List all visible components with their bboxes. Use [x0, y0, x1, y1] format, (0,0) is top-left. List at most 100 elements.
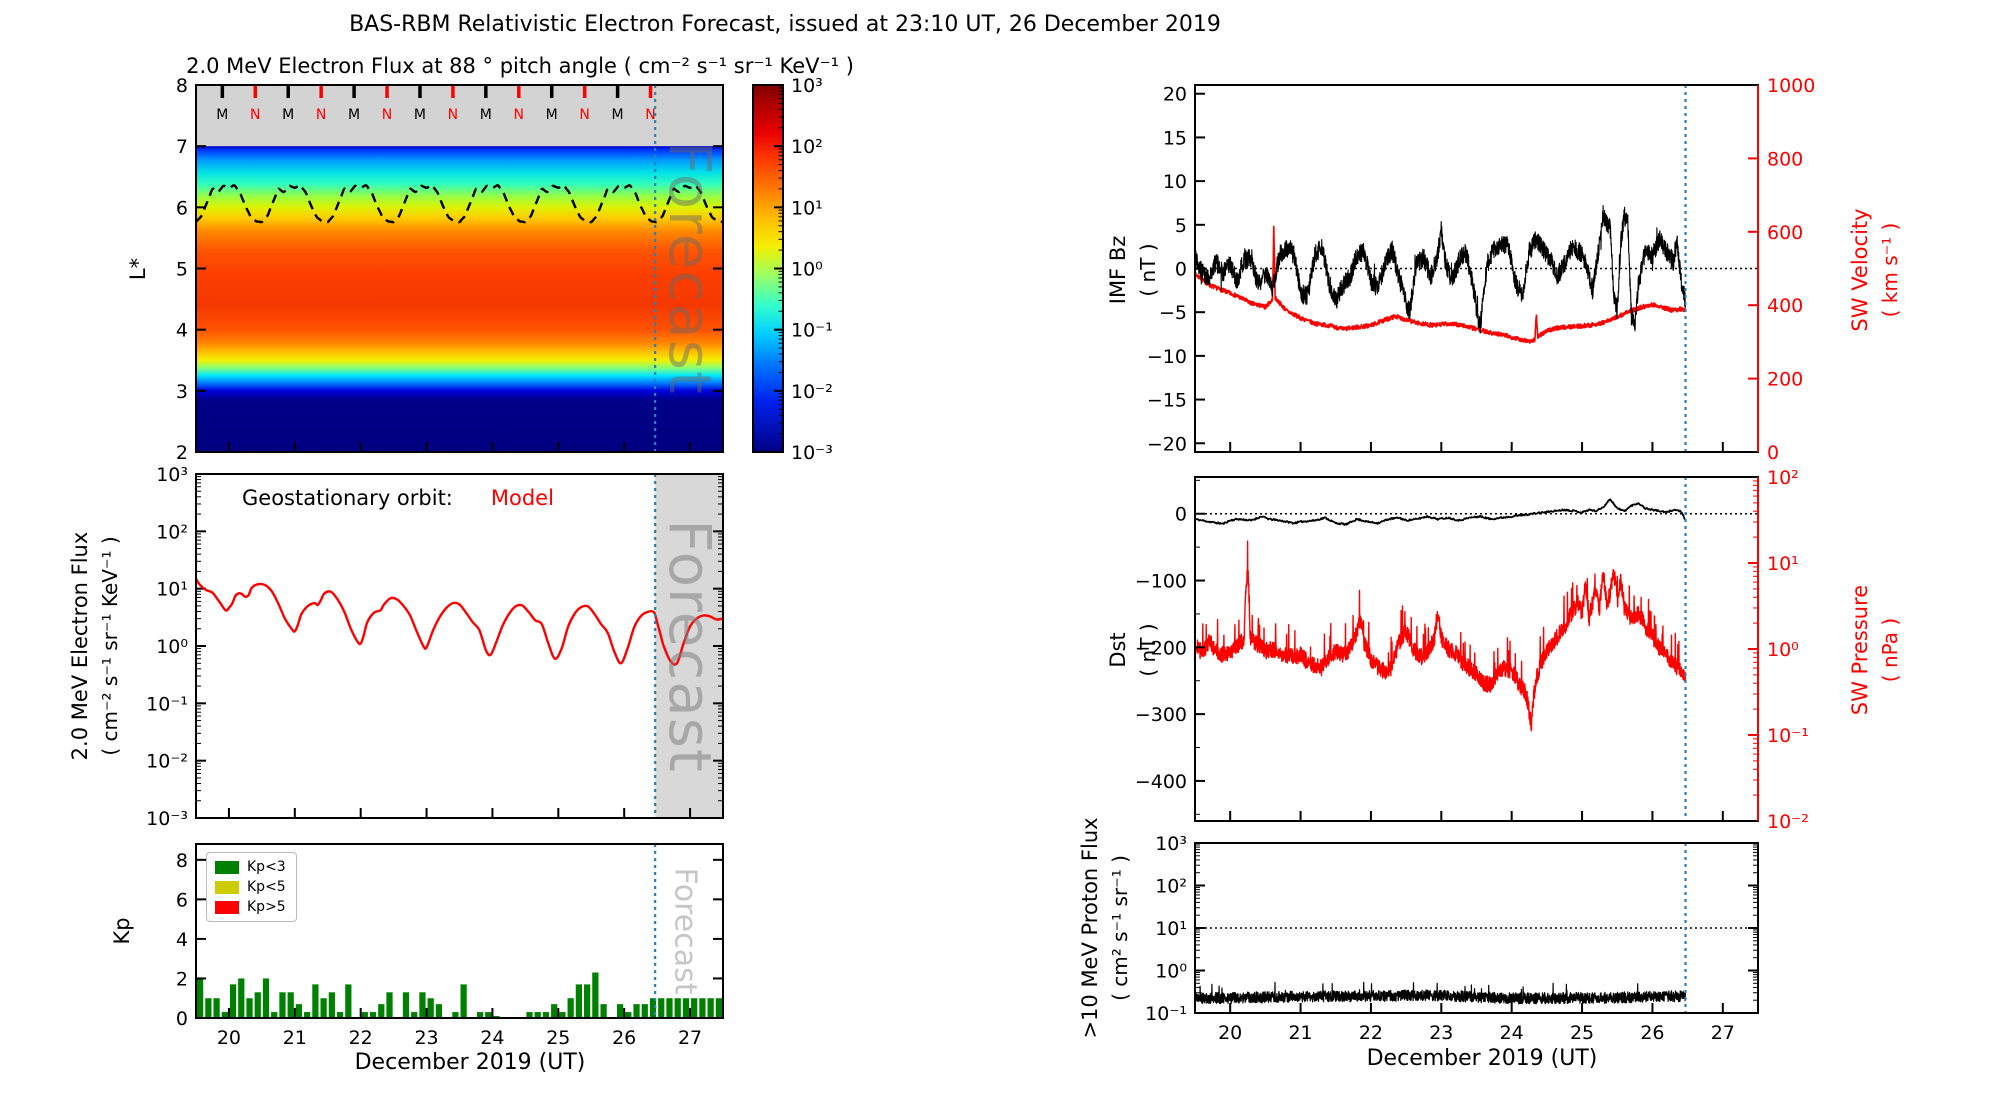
svg-text:−400: −400 [1135, 771, 1187, 793]
svg-text:10¹: 10¹ [1155, 918, 1187, 940]
svg-text:2: 2 [176, 968, 188, 990]
svg-text:M: M [414, 107, 426, 123]
svg-text:10²: 10² [1767, 467, 1799, 489]
svg-text:800: 800 [1767, 148, 1803, 170]
svg-text:2: 2 [176, 442, 188, 464]
svg-text:N: N [316, 107, 326, 123]
svg-text:25: 25 [546, 1027, 570, 1049]
proton-flux-axis-label-line1: >10 MeV Proton Flux [1078, 817, 1102, 1039]
kp-legend: Kp<3 Kp<5 Kp>5 [206, 852, 297, 922]
kp-legend-item-mid: Kp<5 [215, 879, 286, 895]
svg-text:21: 21 [1288, 1022, 1312, 1044]
svg-text:10⁰: 10⁰ [1767, 639, 1799, 661]
dst-axis-label-line1: Dst [1106, 632, 1130, 668]
svg-text:600: 600 [1767, 222, 1803, 244]
geostationary-legend-model: Model [490, 486, 554, 510]
svg-text:M: M [282, 107, 294, 123]
svg-text:7: 7 [176, 136, 188, 158]
proton-flux-panel: 10³ 10² 10¹ 10⁰ 10⁻¹ 20 21 22 23 24 25 26 27 [1145, 833, 1759, 1044]
svg-text:M: M [612, 107, 624, 123]
svg-text:N: N [448, 107, 458, 123]
xaxis-label-left: December 2019 (UT) [354, 1050, 586, 1075]
xaxis-label-right: December 2019 (UT) [1366, 1046, 1598, 1071]
forecast-watermark-electron: Forecast [656, 519, 724, 773]
svg-text:N: N [250, 107, 260, 123]
svg-text:1000: 1000 [1767, 75, 1815, 97]
proton-flux-axis-label-line2: ( cm² s⁻¹ sr⁻¹ ) [1108, 855, 1132, 1001]
svg-text:5: 5 [176, 259, 188, 281]
svg-text:400: 400 [1767, 295, 1803, 317]
svg-text:0: 0 [1175, 504, 1187, 526]
svg-text:10⁻²: 10⁻² [1767, 811, 1809, 833]
imf-sw-velocity-panel: 20 15 10 5 0 −5 −10 −15 −20 1000 800 600 400 200 0 [1147, 75, 1815, 464]
svg-text:N: N [382, 107, 392, 123]
svg-text:22: 22 [1359, 1022, 1383, 1044]
svg-text:10¹: 10¹ [156, 579, 188, 601]
spectrogram-panel: M N M N M N M N M N M N M N 8 7 6 5 4 3 2 [176, 75, 724, 464]
kp-high-swatch [215, 900, 239, 914]
sw-velocity-axis-label-line1: SW Velocity [1848, 208, 1872, 332]
kp-axis-label: Kp [110, 917, 134, 945]
sw-pressure-axis-label-line2: ( nPa ) [1878, 617, 1902, 683]
svg-text:10³: 10³ [791, 75, 823, 97]
svg-text:M: M [348, 107, 360, 123]
svg-text:10⁻¹: 10⁻¹ [146, 693, 188, 715]
svg-text:10⁻¹: 10⁻¹ [1145, 1003, 1187, 1025]
svg-text:10⁰: 10⁰ [791, 259, 823, 281]
svg-text:22: 22 [349, 1027, 373, 1049]
svg-text:27: 27 [678, 1027, 702, 1049]
svg-text:4: 4 [176, 320, 188, 342]
kp-legend-item-low: Kp<3 [215, 859, 286, 875]
svg-text:10⁻¹: 10⁻¹ [1767, 725, 1809, 747]
svg-text:−20: −20 [1147, 433, 1187, 455]
svg-text:10⁻²: 10⁻² [791, 381, 833, 403]
svg-text:0: 0 [176, 1008, 188, 1030]
svg-text:27: 27 [1711, 1022, 1735, 1044]
colorbar: 10³ 10² 10¹ 10⁰ 10⁻¹ 10⁻² 10⁻³ [752, 75, 833, 464]
svg-text:20: 20 [217, 1027, 241, 1049]
svg-text:23: 23 [1429, 1022, 1453, 1044]
sw-pressure-axis-label-line1: SW Pressure [1848, 584, 1872, 716]
svg-text:5: 5 [1175, 215, 1187, 237]
svg-text:10²: 10² [156, 521, 188, 543]
kp-mid-label: Kp<5 [247, 879, 286, 895]
spectrogram-title: 2.0 MeV Electron Flux at 88 ° pitch angl… [186, 54, 854, 78]
kp-high-label: Kp>5 [247, 899, 286, 915]
svg-text:−5: −5 [1159, 302, 1187, 324]
svg-text:8: 8 [176, 850, 188, 872]
svg-text:20: 20 [1163, 84, 1187, 106]
svg-text:10²: 10² [791, 136, 823, 158]
kp-low-swatch [215, 860, 239, 874]
svg-text:24: 24 [1500, 1022, 1524, 1044]
svg-text:−200: −200 [1135, 637, 1187, 659]
svg-text:−15: −15 [1147, 390, 1187, 412]
svg-text:10¹: 10¹ [791, 197, 823, 219]
svg-text:0: 0 [1767, 442, 1779, 464]
svg-text:25: 25 [1570, 1022, 1594, 1044]
geostationary-legend-prefix: Geostationary orbit: [242, 486, 453, 510]
svg-text:10⁻²: 10⁻² [146, 751, 188, 773]
imf-bz-axis-label-line1: IMF Bz [1106, 235, 1130, 305]
svg-text:8: 8 [176, 75, 188, 97]
svg-text:0: 0 [1175, 259, 1187, 281]
svg-text:10⁻¹: 10⁻¹ [791, 320, 833, 342]
figure-title: BAS-RBM Relativistic Electron Forecast, … [349, 12, 1221, 37]
svg-text:10³: 10³ [1155, 833, 1187, 855]
kp-legend-item-high: Kp>5 [215, 899, 286, 915]
electron-flux-axis-label-line2: ( cm⁻² s⁻¹ sr⁻¹ KeV⁻¹ ) [98, 536, 122, 756]
svg-text:10⁻³: 10⁻³ [146, 808, 188, 830]
svg-text:N: N [514, 107, 524, 123]
svg-text:20: 20 [1218, 1022, 1242, 1044]
svg-text:6: 6 [176, 889, 188, 911]
svg-text:23: 23 [414, 1027, 438, 1049]
svg-text:21: 21 [283, 1027, 307, 1049]
kp-low-label: Kp<3 [247, 859, 286, 875]
svg-text:M: M [216, 107, 228, 123]
svg-text:10³: 10³ [156, 464, 188, 486]
svg-text:200: 200 [1767, 369, 1803, 391]
svg-text:10⁰: 10⁰ [156, 636, 188, 658]
dst-sw-pressure-panel: 0 −100 −200 −300 −400 10² 10¹ 10⁰ 10⁻¹ 10⁻² [1135, 467, 1809, 833]
svg-text:−300: −300 [1135, 704, 1187, 726]
